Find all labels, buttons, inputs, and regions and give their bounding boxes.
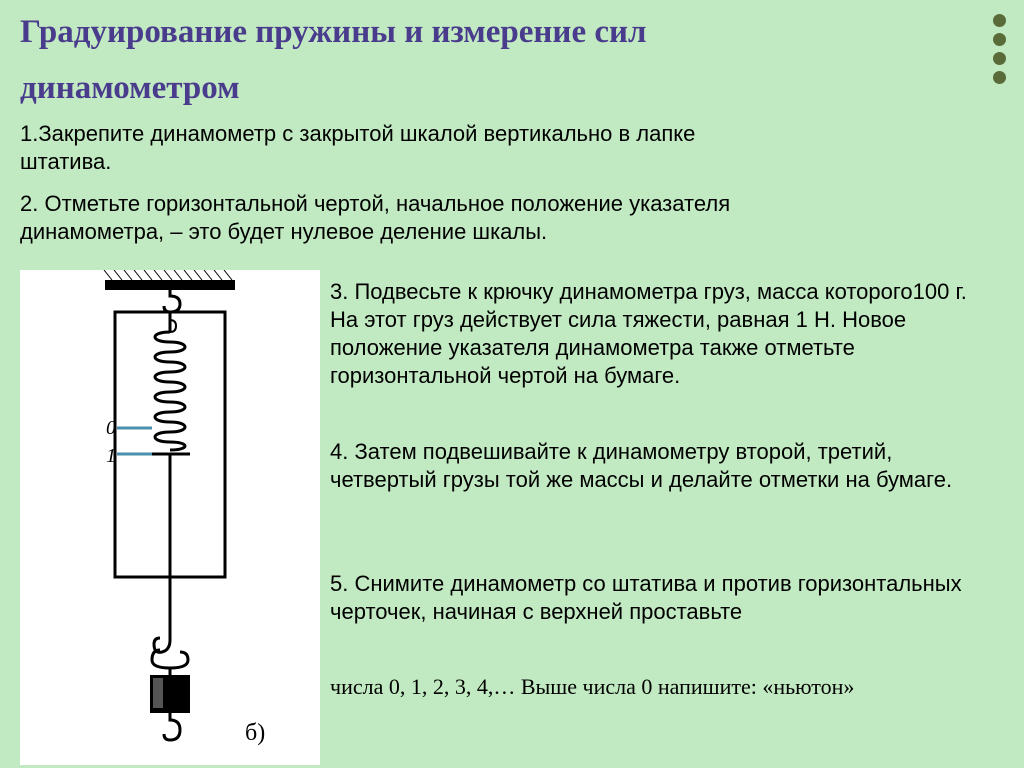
paragraph-2: 2. Отметьте горизонтальной чертой, начал… <box>20 190 840 246</box>
paragraph-6: числа 0, 1, 2, 3, 4,… Выше числа 0 напиш… <box>330 673 1000 701</box>
support-bar <box>105 280 235 290</box>
bullet-dot <box>993 14 1006 27</box>
paragraph-1: 1.Закрепите динамометр с закрытой шкалой… <box>20 120 740 176</box>
dynamometer-figure: 0 1 б) <box>20 270 320 765</box>
paragraph-4: 4. Затем подвешивайте к динамометру втор… <box>330 438 1000 494</box>
title-line1: Градуирование пружины и измерение сил <box>20 14 647 50</box>
figure-label-b: б) <box>245 720 265 746</box>
title-line2: динамометром <box>20 64 984 114</box>
paragraph-5: 5. Снимите динамометр со штатива и проти… <box>330 570 1000 626</box>
weight-hook <box>164 713 180 740</box>
decorative-bullets <box>993 14 1006 84</box>
scale-label-1: 1 <box>106 445 116 467</box>
bullet-dot <box>993 71 1006 84</box>
bullet-dot <box>993 52 1006 65</box>
scale-label-0: 0 <box>106 417 116 439</box>
bullet-dot <box>993 33 1006 46</box>
top-hook <box>164 290 180 312</box>
paragraph-3: 3. Подвесьте к крючку динамометра груз, … <box>330 278 1000 391</box>
